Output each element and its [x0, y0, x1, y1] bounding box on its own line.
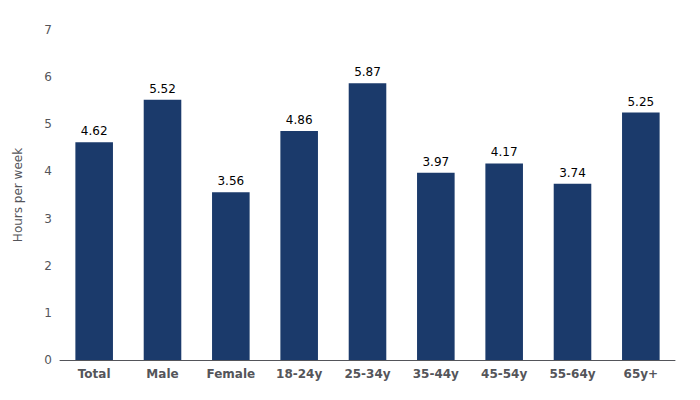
svg-text:6: 6: [44, 70, 52, 84]
svg-text:3.56: 3.56: [217, 174, 244, 188]
svg-text:2: 2: [44, 259, 52, 273]
svg-text:5.25: 5.25: [627, 95, 654, 109]
svg-text:55-64y: 55-64y: [549, 367, 595, 381]
svg-text:45-54y: 45-54y: [481, 367, 527, 381]
svg-text:65y+: 65y+: [624, 367, 659, 381]
svg-text:5: 5: [44, 117, 52, 131]
svg-text:5.52: 5.52: [149, 82, 176, 96]
svg-text:4.17: 4.17: [491, 145, 518, 159]
svg-text:5.87: 5.87: [354, 65, 381, 79]
svg-text:Female: Female: [206, 367, 255, 381]
svg-text:35-44y: 35-44y: [413, 367, 459, 381]
svg-text:7: 7: [44, 23, 52, 37]
svg-text:1: 1: [44, 306, 52, 320]
svg-text:18-24y: 18-24y: [276, 367, 322, 381]
svg-text:25-34y: 25-34y: [344, 367, 390, 381]
svg-text:4.86: 4.86: [286, 113, 313, 127]
svg-text:3.97: 3.97: [422, 155, 449, 169]
svg-text:0: 0: [44, 353, 52, 367]
svg-text:Total: Total: [78, 367, 111, 381]
svg-text:4: 4: [44, 164, 52, 178]
svg-text:3.74: 3.74: [559, 166, 586, 180]
svg-text:Male: Male: [146, 367, 178, 381]
svg-text:3: 3: [44, 212, 52, 226]
svg-text:4.62: 4.62: [81, 124, 108, 138]
svg-text:Hours per week: Hours per week: [11, 148, 25, 242]
